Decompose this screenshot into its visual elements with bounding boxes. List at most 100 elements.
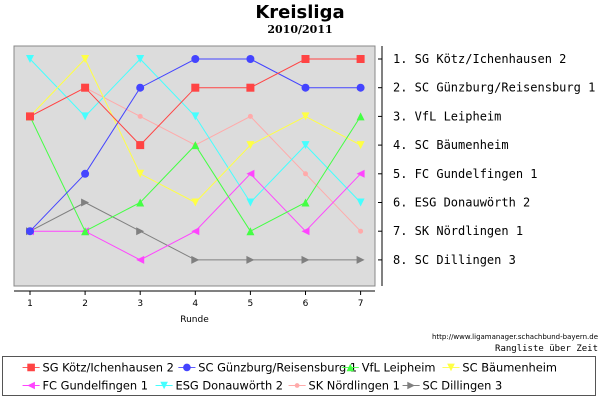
rank-label: 2. SC Günzburg/Reisensburg 1: [393, 81, 595, 95]
data-point: [81, 55, 90, 63]
data-point: [301, 55, 310, 63]
data-point: [246, 83, 255, 92]
chart-note: Rangliste über Zeit: [495, 344, 598, 354]
data-point: [191, 198, 200, 207]
data-point: [246, 141, 255, 150]
data-point: [246, 255, 255, 264]
data-point: [301, 255, 310, 264]
legend-marker: [27, 363, 35, 372]
data-point: [26, 112, 34, 121]
legend-marker: [407, 381, 415, 390]
data-point: [26, 55, 34, 63]
legend-marker: [447, 363, 455, 372]
data-point: [136, 83, 145, 92]
data-point: [356, 169, 365, 178]
data-point: [136, 198, 145, 207]
legend-label: SK Nördlingen 1: [309, 378, 400, 392]
data-point: [137, 113, 143, 119]
data-point: [356, 55, 365, 63]
data-point: [191, 255, 200, 264]
legend-label: SC Günzburg/Reisensburg 1: [198, 360, 357, 374]
data-point: [191, 227, 200, 236]
x-tick-label: 6: [303, 299, 309, 309]
data-point: [303, 171, 308, 177]
data-point: [191, 112, 200, 121]
data-point: [356, 198, 365, 207]
x-axis-title: Runde: [180, 315, 209, 325]
legend-item: VfL Leipheim: [341, 360, 436, 374]
data-point: [356, 112, 365, 121]
data-point: [247, 113, 253, 119]
legend-item: SG Kötz/Ichenhausen 2: [22, 360, 174, 374]
x-tick-label: 7: [358, 299, 364, 309]
legend-item: SK Nördlingen 1: [288, 378, 400, 392]
data-point: [301, 227, 310, 236]
data-point: [136, 55, 145, 63]
source-url: http://www.ligamanager.schachbund-bayern…: [431, 333, 598, 341]
data-point: [246, 169, 255, 178]
data-point: [301, 198, 310, 207]
legend-marker: [27, 381, 35, 390]
chart-title: Kreisliga: [255, 2, 345, 23]
x-tick-label: 4: [192, 299, 198, 309]
legend-item: ESG Donauwörth 2: [155, 378, 284, 392]
series-2: [26, 55, 365, 236]
data-point: [136, 227, 145, 236]
legend-marker: [183, 363, 191, 372]
rank-label: 6. ESG Donauwörth 2: [393, 196, 530, 210]
series-6: [26, 55, 365, 207]
rank-label: 5. FC Gundelfingen 1: [393, 167, 538, 181]
data-point: [358, 228, 364, 234]
legend-marker: [346, 363, 355, 372]
series-3: [26, 112, 365, 236]
legend-item: SC Bäumenheim: [442, 360, 557, 374]
data-point: [246, 198, 255, 207]
legend-marker: [160, 381, 168, 390]
data-point: [356, 141, 365, 150]
data-point: [81, 169, 90, 178]
legend-marker: [294, 383, 300, 388]
rank-label: 4. SC Bäumenheim: [393, 138, 509, 152]
data-point: [246, 55, 255, 63]
rank-label: 1. SG Kötz/Ichenhausen 2: [393, 52, 566, 66]
data-point: [81, 227, 90, 236]
data-point: [191, 141, 200, 150]
data-point: [301, 83, 310, 92]
rank-label: 3. VfL Leipheim: [393, 109, 501, 123]
data-point: [356, 255, 365, 264]
data-point: [136, 169, 145, 178]
legend-item: SC Günzburg/Reisensburg 1: [178, 360, 357, 374]
data-point: [356, 83, 365, 92]
x-tick-label: 1: [27, 299, 33, 309]
legend: SG Kötz/Ichenhausen 2 SC Günzburg/Reisens…: [2, 356, 596, 396]
x-tick-label: 5: [248, 299, 254, 309]
data-point: [191, 55, 200, 63]
data-point: [81, 83, 90, 92]
data-point: [26, 227, 34, 236]
data-point: [81, 198, 90, 207]
x-tick-label: 3: [137, 299, 143, 309]
series-4: [26, 55, 365, 207]
rank-label: 7. SK Nördlingen 1: [393, 224, 523, 238]
x-tick-label: 2: [82, 299, 88, 309]
chart-subtitle: 2010/2011: [267, 23, 333, 36]
data-point: [191, 83, 200, 92]
data-point: [81, 112, 90, 121]
data-point: [246, 227, 255, 236]
rank-label: 8. SC Dillingen 3: [393, 253, 516, 267]
legend-label: SC Bäumenheim: [462, 360, 557, 374]
legend-item: SC Dillingen 3: [402, 378, 503, 392]
legend-label: SG Kötz/Ichenhausen 2: [43, 360, 174, 374]
data-point: [301, 141, 310, 150]
plot-area: [13, 45, 376, 287]
legend-label: SC Dillingen 3: [423, 378, 503, 392]
data-point: [136, 141, 145, 150]
data-point: [301, 112, 310, 121]
rank-chart: 1 2 3 4 5 6 7 Runde 1. SG Kötz/Ichenhausen 2 2. S…: [13, 45, 595, 325]
data-point: [136, 255, 145, 264]
legend-label: FC Gundelfingen 1: [43, 378, 149, 392]
legend-label: VfL Leipheim: [362, 360, 436, 374]
series-1: [26, 55, 365, 150]
legend-item: FC Gundelfingen 1: [22, 378, 149, 392]
legend-label: ESG Donauwörth 2: [176, 378, 284, 392]
